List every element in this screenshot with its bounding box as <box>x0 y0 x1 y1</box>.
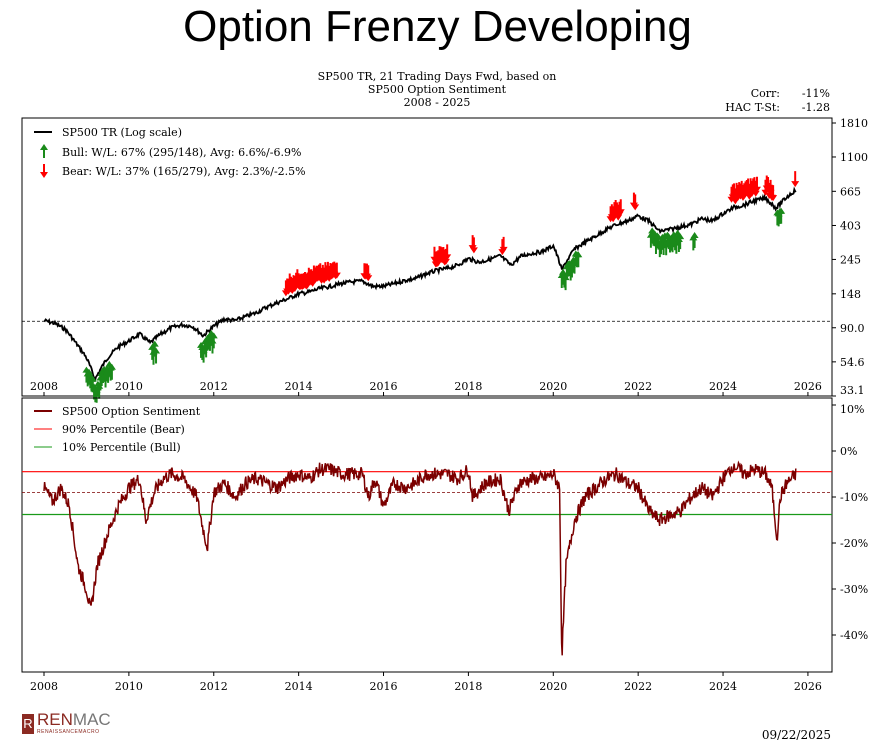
y-tick-label: 33.1 <box>840 384 865 397</box>
x-tick-label: 2010 <box>115 680 143 693</box>
bear-arrow <box>443 244 452 261</box>
x-tick-label: 2010 <box>115 380 143 393</box>
bear-arrow <box>769 185 778 202</box>
bull-arrow <box>107 363 116 380</box>
x-tick-label: 2018 <box>454 680 482 693</box>
tstat-value: -1.28 <box>802 101 830 114</box>
legend-bull-percentile: 10% Percentile (Bull) <box>62 441 181 454</box>
bear-arrow <box>616 199 625 216</box>
x-tick-label: 2016 <box>370 380 398 393</box>
chart-title-line: SP500 TR, 21 Trading Days Fwd, based on <box>318 70 557 83</box>
bear-arrow <box>499 236 508 253</box>
bull-arrow <box>574 251 583 268</box>
x-tick-label: 2024 <box>709 380 737 393</box>
bull-arrow <box>88 375 97 392</box>
y-tick-label: 403 <box>840 219 861 232</box>
corr-label: Corr: <box>751 87 780 100</box>
chart-title-line: SP500 Option Sentiment <box>368 83 507 96</box>
bull-arrow <box>209 332 218 349</box>
sentiment-line <box>43 460 797 656</box>
bull-arrow <box>777 207 786 224</box>
y-tick-label: -40% <box>840 629 868 642</box>
tstat-label: HAC T-St: <box>725 101 780 114</box>
x-tick-label: 2024 <box>709 680 737 693</box>
legend-bear: Bear: W/L: 37% (165/279), Avg: 2.3%/-2.5… <box>62 165 306 178</box>
x-tick-label: 2008 <box>30 680 58 693</box>
y-tick-label: 0% <box>840 445 857 458</box>
bear-arrow <box>332 262 341 279</box>
bear-arrow <box>364 265 373 282</box>
bear-arrow <box>752 176 761 193</box>
legend-bear-icon <box>40 164 48 178</box>
y-tick-label: 1810 <box>840 117 868 130</box>
y-tick-label: 10% <box>840 403 864 416</box>
x-tick-label: 2014 <box>285 380 313 393</box>
y-tick-label: -10% <box>840 491 868 504</box>
logo-text: RENMAC <box>37 710 111 729</box>
y-tick-label: 1100 <box>840 151 868 164</box>
y-tick-label: 148 <box>840 288 861 301</box>
x-tick-label: 2026 <box>794 380 822 393</box>
y-tick-label: -30% <box>840 583 868 596</box>
logo-mark: R <box>22 713 34 734</box>
x-tick-label: 2020 <box>539 680 567 693</box>
y-tick-label: 665 <box>840 185 861 198</box>
bear-arrow <box>469 237 478 254</box>
x-tick-label: 2014 <box>285 680 313 693</box>
legend-bull: Bull: W/L: 67% (295/148), Avg: 6.6%/-6.9… <box>62 146 301 159</box>
x-tick-label: 2016 <box>370 680 398 693</box>
logo-subtext: RENAISSANCEMACRO <box>37 729 100 735</box>
bottom-panel-frame <box>21 397 833 673</box>
x-tick-label: 2022 <box>624 380 652 393</box>
y-tick-label: 90.0 <box>840 322 865 335</box>
legend-bear-percentile: 90% Percentile (Bear) <box>62 423 185 436</box>
x-tick-label: 2012 <box>200 380 228 393</box>
bear-arrow <box>631 194 640 211</box>
x-tick-label: 2012 <box>200 680 228 693</box>
report-date: 09/22/2025 <box>761 728 831 742</box>
x-tick-label: 2026 <box>794 680 822 693</box>
bull-arrow <box>690 231 699 248</box>
corr-value: -11% <box>802 87 830 100</box>
sp500-tr-line <box>43 186 797 382</box>
legend-bull-icon <box>40 144 48 158</box>
bull-arrow <box>676 233 685 250</box>
x-tick-label: 2022 <box>624 680 652 693</box>
legend-sentiment: SP500 Option Sentiment <box>62 405 201 418</box>
top-panel-frame <box>21 117 833 397</box>
bull-arrow <box>150 340 159 357</box>
y-tick-label: -20% <box>840 537 868 550</box>
chart-title-line: 2008 - 2025 <box>404 96 471 109</box>
legend-sp500: SP500 TR (Log scale) <box>62 126 182 139</box>
x-tick-label: 2018 <box>454 380 482 393</box>
bear-arrow <box>791 171 800 188</box>
x-tick-label: 2008 <box>30 380 58 393</box>
page-title: Option Frenzy Developing <box>183 2 692 51</box>
bull-arrow <box>152 347 161 364</box>
y-tick-label: 54.6 <box>840 356 865 369</box>
renmac-logo: R RENMAC RENAISSANCEMACRO <box>22 710 111 735</box>
y-tick-label: 245 <box>840 253 861 266</box>
x-tick-label: 2020 <box>539 380 567 393</box>
